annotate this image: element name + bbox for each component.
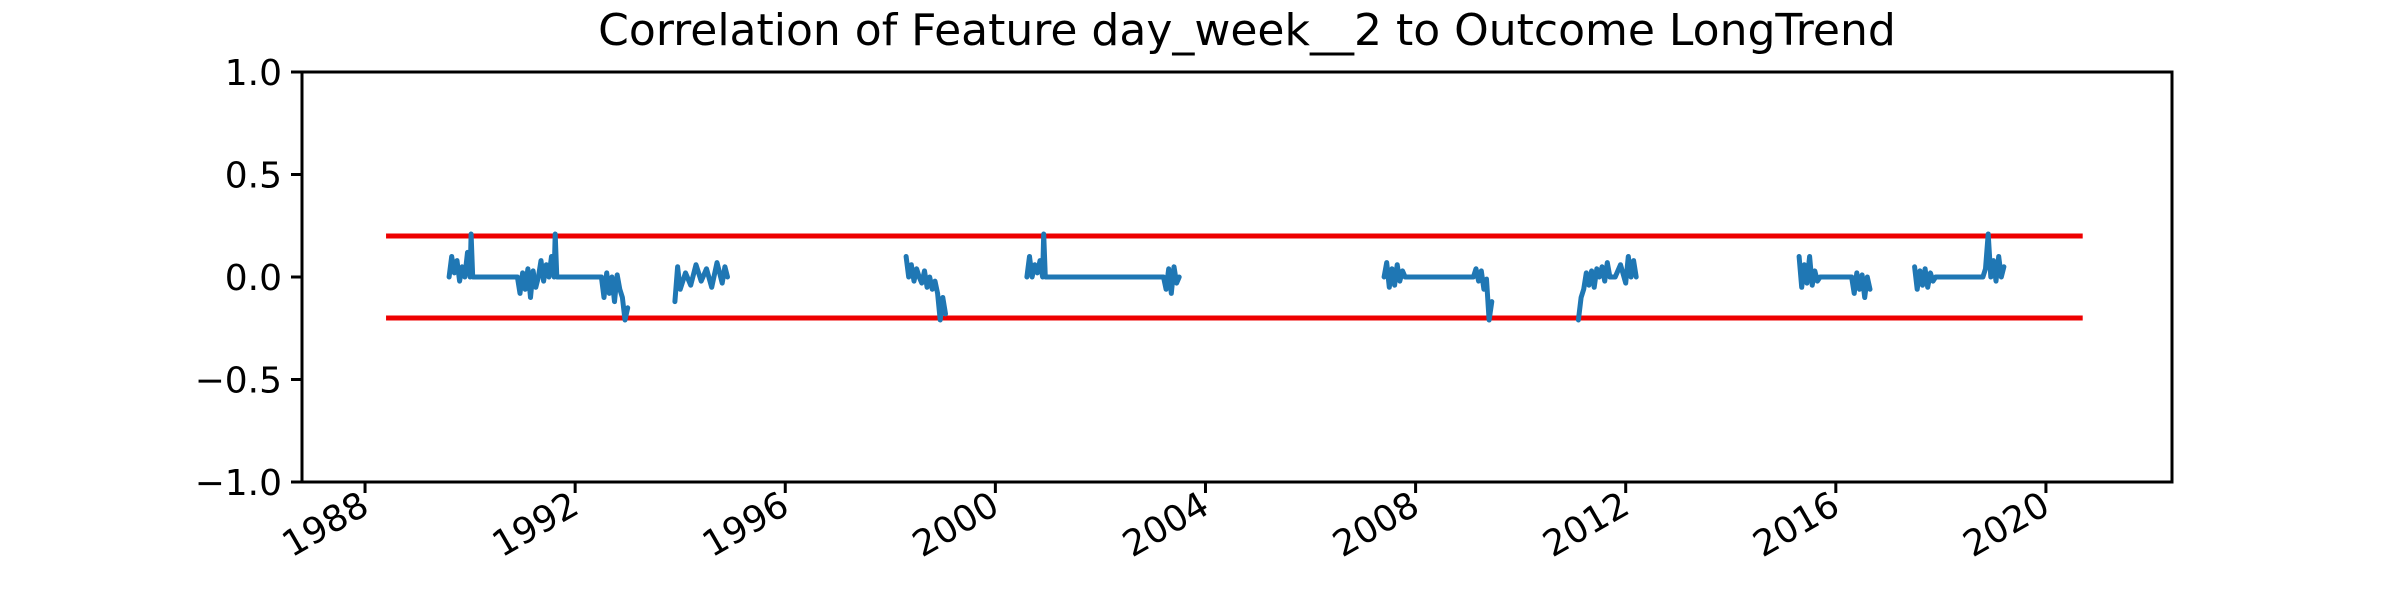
x-tick-label: 1988 bbox=[276, 484, 376, 565]
series-line-segment bbox=[535, 231, 631, 323]
series-line-segment bbox=[446, 231, 541, 300]
plot-frame bbox=[300, 70, 2174, 484]
y-tick-label: −1.0 bbox=[195, 463, 282, 504]
data-series bbox=[446, 231, 2007, 323]
x-tick-label: 2008 bbox=[1326, 484, 1426, 565]
y-tick-label: 0.5 bbox=[225, 156, 282, 197]
x-tick-label: 1992 bbox=[486, 484, 586, 565]
series-line-segment bbox=[1024, 231, 1182, 296]
y-axis: −1.0 −0.5 0.0 0.5 1.0 bbox=[195, 53, 302, 504]
series-line-segment bbox=[1912, 231, 2007, 292]
x-tick-label: 2016 bbox=[1746, 484, 1846, 565]
series-line-segment bbox=[1796, 254, 1873, 300]
x-axis: 1988 1992 1996 2000 2004 2008 2012 2016 2020 bbox=[276, 482, 2057, 566]
x-tick-label: 2020 bbox=[1957, 484, 2057, 565]
series-line-segment bbox=[1575, 254, 1639, 323]
x-tick-label: 2012 bbox=[1536, 484, 1636, 565]
chart-title: Correlation of Feature day_week__2 to Ou… bbox=[598, 5, 1896, 56]
y-tick-label: 1.0 bbox=[225, 53, 282, 94]
series-line-segment bbox=[1381, 260, 1495, 323]
x-tick-label: 2000 bbox=[906, 484, 1006, 565]
series-line-segment bbox=[903, 254, 948, 323]
series-line-segment bbox=[672, 260, 730, 305]
y-tick-label: −0.5 bbox=[195, 361, 282, 402]
y-tick-label: 0.0 bbox=[225, 258, 282, 299]
x-tick-label: 2004 bbox=[1116, 484, 1216, 565]
threshold-lines bbox=[386, 233, 2083, 321]
x-tick-label: 1996 bbox=[696, 484, 796, 565]
